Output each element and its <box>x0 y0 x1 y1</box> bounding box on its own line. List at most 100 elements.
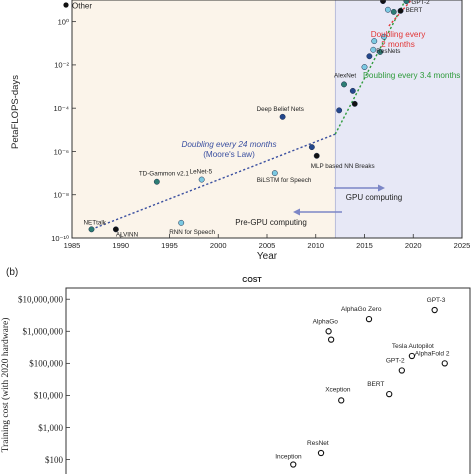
cost-point-label-bert: BERT <box>367 381 384 388</box>
x-tick-label-1990: 1990 <box>112 241 129 250</box>
cost-point-inception <box>290 461 297 468</box>
y-tick-label-0: 10⁻¹⁰ <box>51 234 69 243</box>
red-trend-sublabel: 2 months <box>381 40 415 49</box>
cost-point-label-tesla-autopilot: Tesla Autopilot <box>392 343 434 350</box>
x-tick-label-2010: 2010 <box>307 241 324 250</box>
panel-a-trend-lines <box>91 0 412 230</box>
panel-a-axis-ticks: 1985 1990 1995 2000 2005 2010 2015 2020 2025 10⁻¹… <box>51 0 470 250</box>
cost-point-resnet <box>317 449 325 457</box>
point-18 <box>381 33 387 40</box>
point-label-deep-belief-nets: Deep Belief Nets <box>257 106 304 113</box>
panel-b-data-points <box>290 306 448 468</box>
cost-point-tesla-autopilot <box>408 352 416 360</box>
panel-b-cost-chart: (b) COST $10,000,000$1,000,000$100,000$1… <box>0 267 471 474</box>
point-gpt-2 <box>403 0 410 5</box>
cost-point-label-gpt-2: GPT-2 <box>386 357 405 364</box>
point-13 <box>361 64 368 71</box>
panel-a-data-points <box>88 0 410 233</box>
point-16 <box>377 48 384 55</box>
y-tick-label-2: 10⁻⁶ <box>54 147 69 156</box>
gpu-era-arrowhead <box>378 184 385 192</box>
panel-a-y-axis-title: PetaFLOPS-days <box>10 75 21 149</box>
panel-a-x-axis-title: Year <box>257 251 278 262</box>
cost-tick-label-0: $10,000,000 <box>18 295 64 305</box>
panel-b-axis-ticks: $10,000,000 $1,000,000 $100,000 $10,000 $1,0… <box>18 295 70 465</box>
point-17 <box>371 38 378 45</box>
y-tick-label-5: 10⁰ <box>58 17 69 26</box>
moores-law-trend-sublabel: (Moore's Law) <box>203 150 255 159</box>
panel-a-point-labels: NETtalk ALVINN RNN for Speech TD-Gammon v2.… <box>84 0 431 238</box>
trend-line-1 <box>334 0 407 135</box>
point-label-nettalk: NETtalk <box>84 219 107 226</box>
y-tick-label-1: 10⁻⁸ <box>54 191 69 200</box>
panel-b-title: COST <box>242 277 262 284</box>
point-label-rnn-for-speech: RNN for Speech <box>169 229 215 236</box>
cost-tick-label-5: $100 <box>45 455 64 465</box>
cost-point-alphafold-2 <box>441 360 448 367</box>
x-tick-label-1985: 1985 <box>64 241 81 250</box>
cost-point-label-alphago-zero: AlphaGo Zero <box>341 306 382 313</box>
cost-point-label-resnet: ResNet <box>307 440 329 447</box>
point-alexnet <box>341 81 347 88</box>
point-bert <box>397 7 404 14</box>
panel-b-y-axis-title: Training cost (with 2020 hardware) <box>0 318 11 453</box>
gpu-era-label: GPU computing <box>346 193 402 202</box>
x-tick-label-2020: 2020 <box>405 241 422 250</box>
panel-b-plot-frame <box>65 287 471 474</box>
cost-point-alphago <box>325 328 332 335</box>
point-deep-belief-nets <box>279 113 286 120</box>
y-tick-label-4: 10⁻² <box>54 61 69 70</box>
cost-tick-label-3: $10,000 <box>34 391 64 401</box>
point-9 <box>336 107 343 114</box>
point-mlp-based-nn-breaks <box>313 152 320 159</box>
y-tick-label-3: 10⁻⁴ <box>53 104 69 113</box>
point-resnets <box>370 46 377 53</box>
cost-point-label-inception: Inception <box>275 454 302 461</box>
cost-point-label-alphafold-2: AlphaFold 2 <box>415 350 450 357</box>
cost-point-label-gpt-3: GPT-3 <box>427 297 446 304</box>
x-tick-label-2000: 2000 <box>210 241 227 250</box>
point-td-gammon-v2-1 <box>153 178 160 185</box>
panel-b-label: (b) <box>6 267 18 278</box>
point-translation <box>380 0 386 5</box>
cost-point-label-xception: Xception <box>325 386 351 393</box>
x-tick-label-2025: 2025 <box>454 241 471 250</box>
cost-tick-label-1: $1,000,000 <box>23 327 64 337</box>
point-20 <box>384 6 391 13</box>
cost-point-3 <box>327 336 335 343</box>
panel-a-compute-chart: 1985 1990 1995 2000 2005 2010 2015 2020 2025 10⁻¹… <box>10 0 470 262</box>
point-bilstm-for-speech <box>271 170 278 177</box>
cost-point-gpt-2 <box>398 367 405 374</box>
cost-point-gpt-3 <box>431 306 438 314</box>
point-21 <box>390 8 397 15</box>
cost-point-bert <box>386 390 393 398</box>
point-label-bert: BERT <box>406 7 423 14</box>
point-nettalk <box>88 226 95 233</box>
cost-tick-label-4: $1,000 <box>38 423 63 433</box>
x-tick-label-2005: 2005 <box>259 241 276 250</box>
point-label-resnets: ResNets <box>376 48 400 55</box>
panel-a-plot-frame <box>71 0 463 239</box>
point-label-td-gammon-v2-1: TD-Gammon v2.1 <box>139 171 190 178</box>
moores-law-trend-label: Doubling every 24 months <box>181 140 276 149</box>
trend-line-2 <box>388 0 412 27</box>
cost-point-xception <box>338 397 345 404</box>
red-trend-label: Doubling every <box>371 30 427 39</box>
gpu-era-background <box>335 0 462 238</box>
point-11 <box>349 87 356 94</box>
point-label-alexnet: AlexNet <box>334 72 356 79</box>
point-label-alvinn: ALVINN <box>116 231 139 238</box>
point-label-gpt-2: GPT-2 <box>411 0 430 6</box>
point-lenet-5 <box>198 176 205 183</box>
point-alvinn <box>112 226 119 233</box>
cost-tick-label-2: $100,000 <box>29 359 63 369</box>
x-tick-label-2015: 2015 <box>356 241 373 250</box>
green-trend-label: Doubling every 3.4 months <box>363 71 460 80</box>
point-8 <box>308 144 315 151</box>
pre-gpu-era-label: Pre-GPU computing <box>235 218 307 227</box>
pre-gpu-era-background <box>72 0 336 238</box>
cost-point-label-alphago: AlphaGo <box>313 318 339 325</box>
legend-marker-other <box>63 2 69 8</box>
